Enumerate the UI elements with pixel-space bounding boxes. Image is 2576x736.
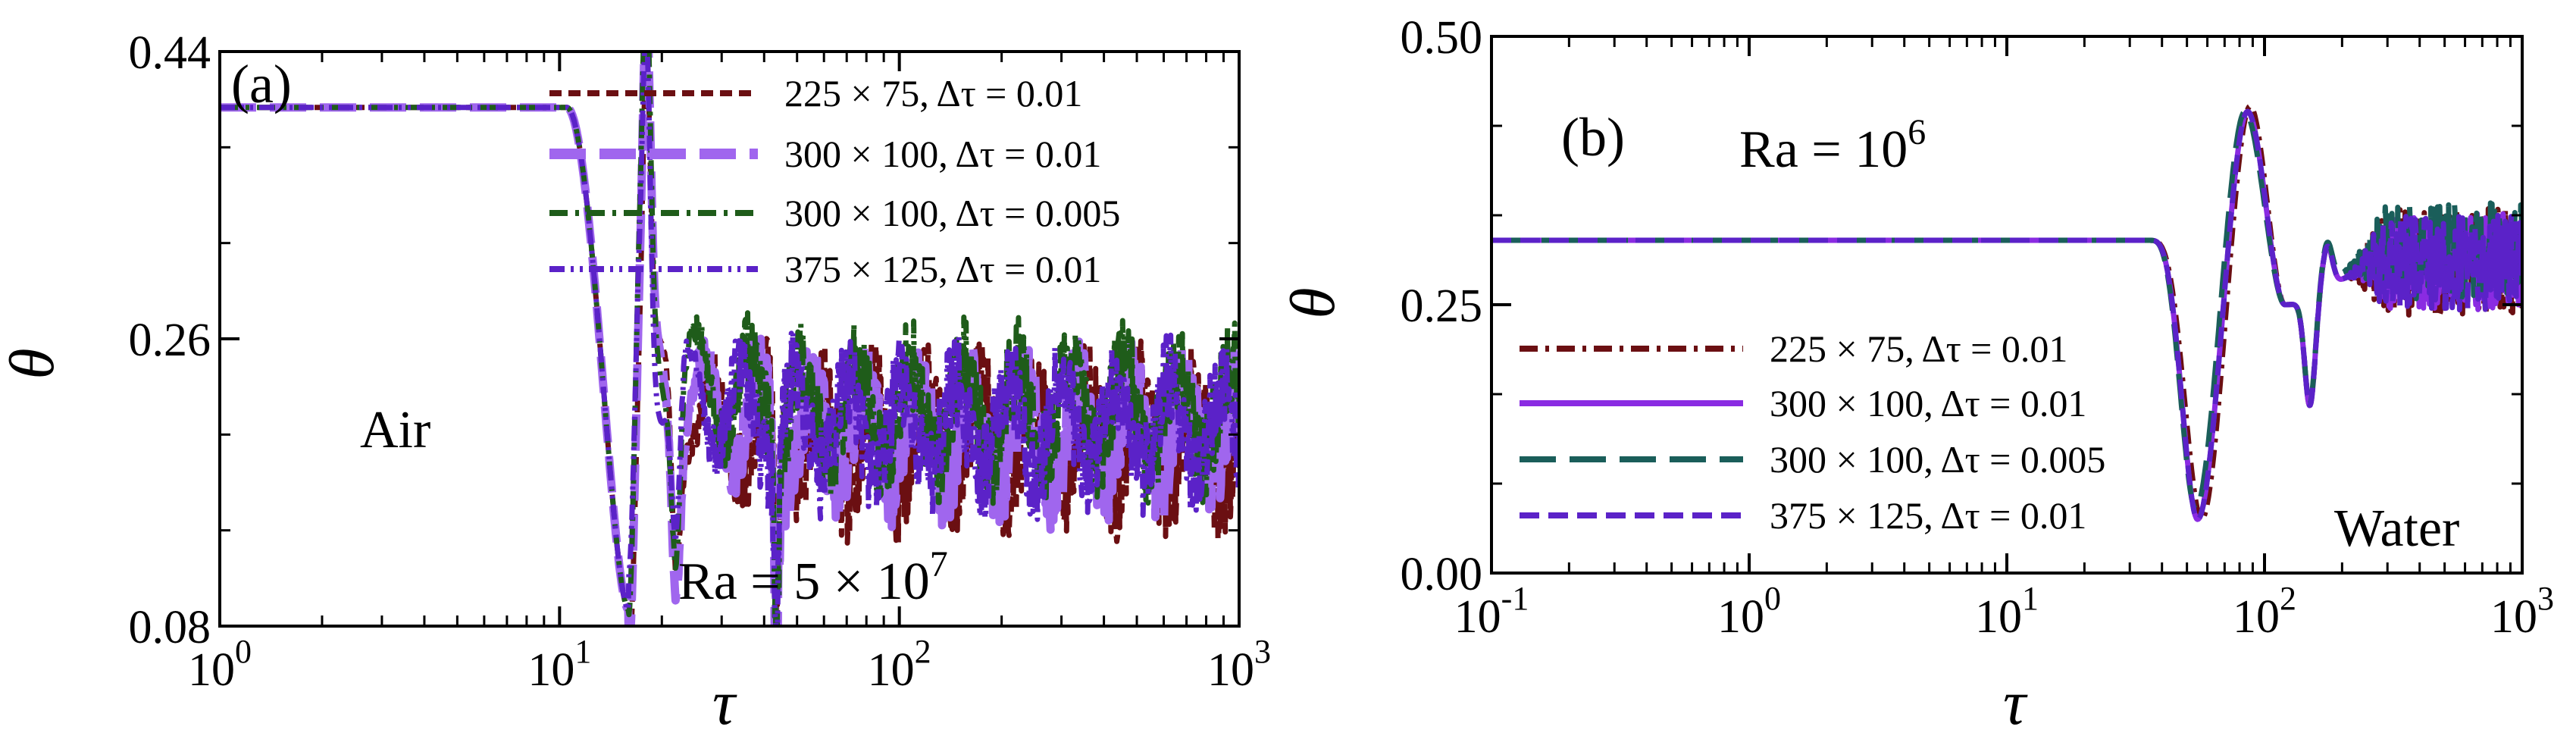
panel-b-fluid-label: Water — [2334, 500, 2459, 558]
panel-b-legend-label-2: 300 × 100, Δτ = 0.01 — [1770, 382, 2086, 424]
panel-a-x-tick-label: 101 — [527, 633, 591, 696]
panel-b-legend: 225 × 75, Δτ = 0.01 300 × 100, Δτ = 0.01… — [1520, 327, 2105, 537]
panel-a-x-axis-title: τ — [712, 668, 737, 736]
panel-b-x-tick-label: 101 — [1975, 580, 2039, 643]
panel-a-y-tick-label: 0.44 — [129, 27, 211, 79]
panel-a-label: (a) — [231, 54, 292, 114]
panel-b-legend-entry-3: 300 × 100, Δτ = 0.005 — [1520, 438, 2105, 481]
panel-b-y-tick-label: 0.25 — [1401, 280, 1483, 332]
panel-b-legend-label-1: 225 × 75, Δτ = 0.01 — [1770, 327, 2067, 370]
panel-a-series-line-4 — [220, 52, 1239, 626]
panel-b-label: (b) — [1561, 107, 1625, 168]
panel-b-x-axis-title: τ — [2003, 668, 2028, 736]
panel-a-legend-entry-1: 225 × 75, Δτ = 0.01 — [549, 72, 1082, 114]
panel-a-y-tick-label: 0.08 — [129, 602, 211, 653]
panel-b-x-tick-label: 102 — [2233, 580, 2296, 643]
panel-b-y-tick-label: 0.50 — [1401, 12, 1483, 64]
panel-a-legend-label-3: 300 × 100, Δτ = 0.005 — [784, 192, 1120, 234]
panel-a-ra-label: Ra = 5 × 107 — [678, 544, 948, 611]
panel-a-legend-entry-3: 300 × 100, Δτ = 0.005 — [549, 192, 1120, 234]
panel-a-legend-label-2: 300 × 100, Δτ = 0.01 — [784, 133, 1101, 175]
panel-a: 100 101 102 103 0.08 0.26 0.44 (a) τ θ Air Ra … — [0, 27, 1272, 736]
panel-b-x-tick-label: 103 — [2490, 580, 2554, 643]
panel-b-x-tick-label: 100 — [1717, 580, 1781, 643]
panel-b-ra-label: Ra = 106 — [1739, 112, 1926, 179]
panel-a-y-axis-title: θ — [0, 348, 67, 379]
panel-b-y-axis-title: θ — [1278, 287, 1348, 318]
panel-a-legend-label-1: 225 × 75, Δτ = 0.01 — [784, 72, 1082, 114]
panel-b-legend-label-4: 375 × 125, Δτ = 0.01 — [1770, 494, 2086, 537]
panel-a-fluid-label: Air — [360, 401, 430, 459]
panel-a-legend: 225 × 75, Δτ = 0.01 300 × 100, Δτ = 0.01… — [549, 72, 1120, 290]
panel-b-ra-exponent: 6 — [1908, 112, 1926, 152]
panel-b-ticks: 10-1 100 101 102 103 0.00 0.25 0.50 — [1401, 12, 2555, 643]
panel-b-y-tick-label: 0.00 — [1401, 549, 1483, 600]
panel-b-series — [1491, 103, 2522, 522]
panel-b-series-line-3 — [1491, 108, 2522, 512]
panel-b-legend-entry-1: 225 × 75, Δτ = 0.01 — [1520, 327, 2067, 370]
panel-b: 10-1 100 101 102 103 0.00 0.25 0.50 (b) τ θ Ra … — [1278, 12, 2554, 736]
panel-a-x-tick-label: 102 — [868, 633, 931, 696]
panel-a-ra-exponent: 7 — [930, 544, 948, 584]
panel-a-legend-entry-4: 375 × 125, Δτ = 0.01 — [549, 248, 1101, 290]
panel-b-legend-entry-4: 375 × 125, Δτ = 0.01 — [1520, 494, 2086, 537]
panel-b-ra-prefix: Ra = 10 — [1739, 121, 1908, 179]
panel-a-legend-label-4: 375 × 125, Δτ = 0.01 — [784, 248, 1101, 290]
panel-b-x-tick-label: 10-1 — [1454, 580, 1529, 643]
panel-b-legend-label-3: 300 × 100, Δτ = 0.005 — [1770, 438, 2105, 481]
panel-a-ra-prefix: Ra = 5 × 10 — [678, 553, 930, 611]
panel-b-plot-frame — [1490, 35, 2524, 575]
panel-a-series — [220, 52, 1239, 626]
panel-a-x-tick-label: 100 — [188, 633, 252, 696]
panel-b-legend-entry-2: 300 × 100, Δτ = 0.01 — [1520, 382, 2086, 424]
panel-b-series-line-4 — [1491, 108, 2522, 522]
panel-a-y-tick-label: 0.26 — [129, 315, 211, 366]
panel-a-ticks: 100 101 102 103 0.08 0.26 0.44 — [129, 27, 1272, 696]
panel-a-x-tick-label: 103 — [1207, 633, 1271, 696]
panel-a-legend-entry-2: 300 × 100, Δτ = 0.01 — [549, 133, 1101, 175]
